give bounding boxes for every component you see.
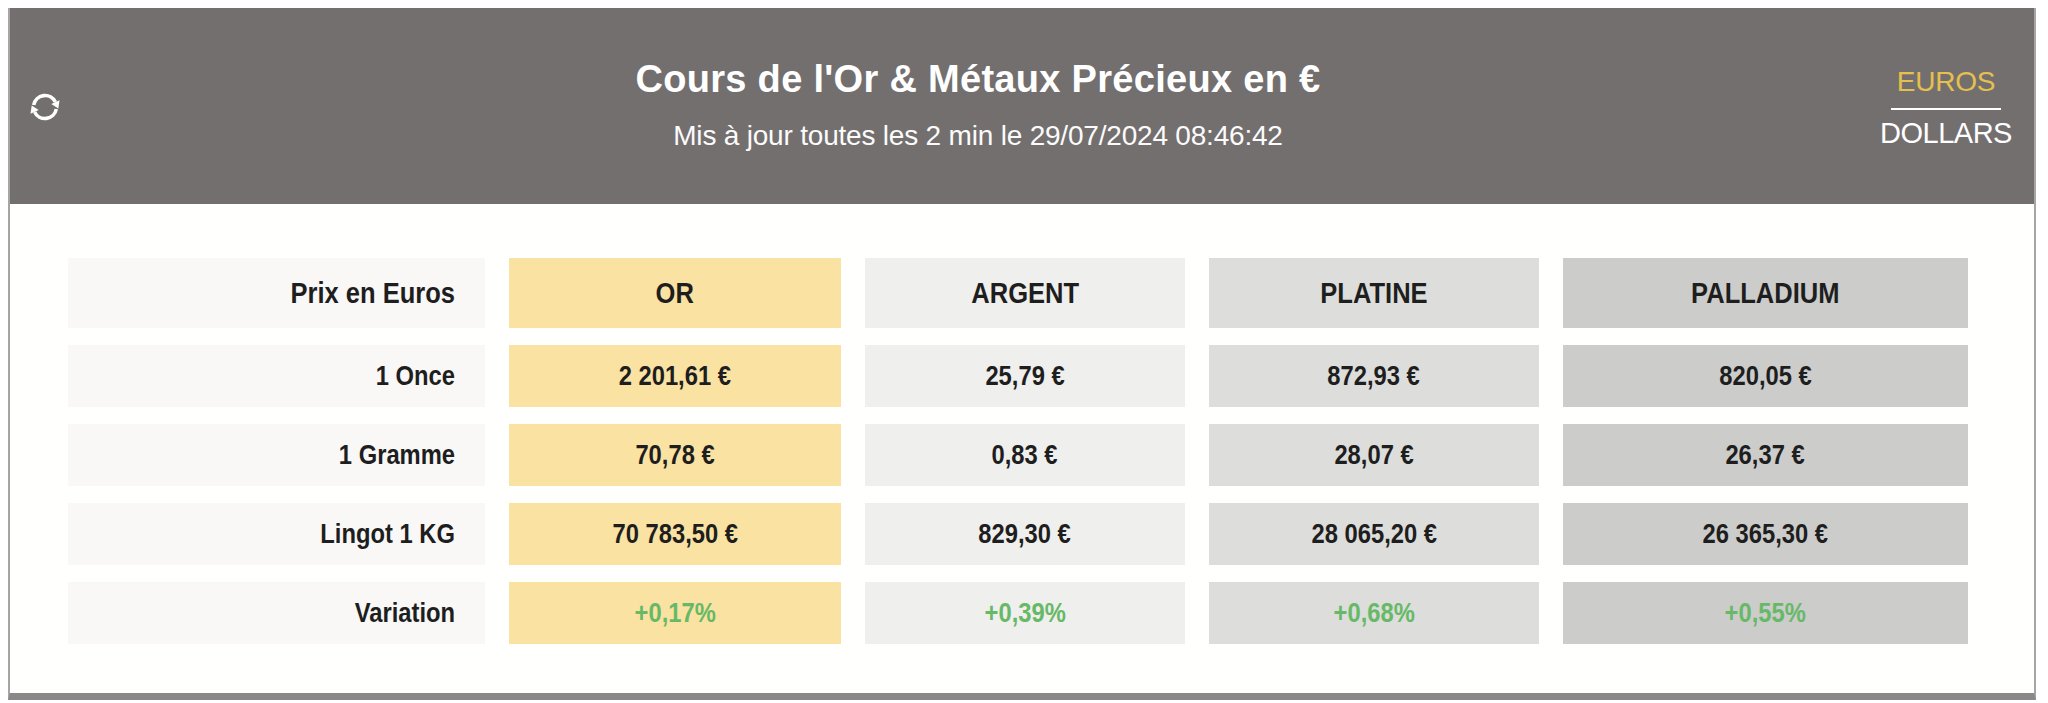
page-title: Cours de l'Or & Métaux Précieux en € xyxy=(10,58,1946,101)
variation-argent: +0,39% xyxy=(865,582,1185,644)
column-header-argent: ARGENT xyxy=(865,258,1185,328)
value-or-gramme: 70,78 € xyxy=(509,424,841,486)
value-palladium-gramme: 26,37 € xyxy=(1563,424,1968,486)
row-label-variation: Variation xyxy=(68,582,485,644)
currency-euros[interactable]: EUROS xyxy=(1871,66,2021,98)
variation-platine: +0,68% xyxy=(1209,582,1539,644)
row-label-lingot: Lingot 1 KG xyxy=(68,503,485,565)
column-header-platine: PLATINE xyxy=(1209,258,1539,328)
column-header-palladium: PALLADIUM xyxy=(1563,258,1968,328)
value-argent-once: 25,79 € xyxy=(865,345,1185,407)
row-label-gramme: 1 Gramme xyxy=(68,424,485,486)
value-platine-lingot: 28 065,20 € xyxy=(1209,503,1539,565)
column-header-or: OR xyxy=(509,258,841,328)
price-table: Prix en Euros OR ARGENT PLATINE PALLADIU… xyxy=(68,258,2034,644)
update-status: Mis à jour toutes les 2 min le 29/07/202… xyxy=(10,120,1946,152)
value-platine-once: 872,93 € xyxy=(1209,345,1539,407)
value-or-lingot: 70 783,50 € xyxy=(509,503,841,565)
value-palladium-lingot: 26 365,30 € xyxy=(1563,503,1968,565)
value-platine-gramme: 28,07 € xyxy=(1209,424,1539,486)
value-argent-gramme: 0,83 € xyxy=(865,424,1185,486)
value-argent-lingot: 829,30 € xyxy=(865,503,1185,565)
currency-toggle: EUROS DOLLARS xyxy=(1871,66,2021,150)
corner-label: Prix en Euros xyxy=(68,258,485,328)
row-label-once: 1 Once xyxy=(68,345,485,407)
variation-or: +0,17% xyxy=(509,582,841,644)
header-band: Cours de l'Or & Métaux Précieux en € Mis… xyxy=(10,8,2034,204)
currency-dollars[interactable]: DOLLARS xyxy=(1871,117,2021,150)
value-or-once: 2 201,61 € xyxy=(509,345,841,407)
price-widget-card: Cours de l'Or & Métaux Précieux en € Mis… xyxy=(8,8,2036,700)
header-titles: Cours de l'Or & Métaux Précieux en € Mis… xyxy=(10,8,1946,152)
toggle-divider xyxy=(1891,108,2001,110)
variation-palladium: +0,55% xyxy=(1563,582,1968,644)
value-palladium-once: 820,05 € xyxy=(1563,345,1968,407)
